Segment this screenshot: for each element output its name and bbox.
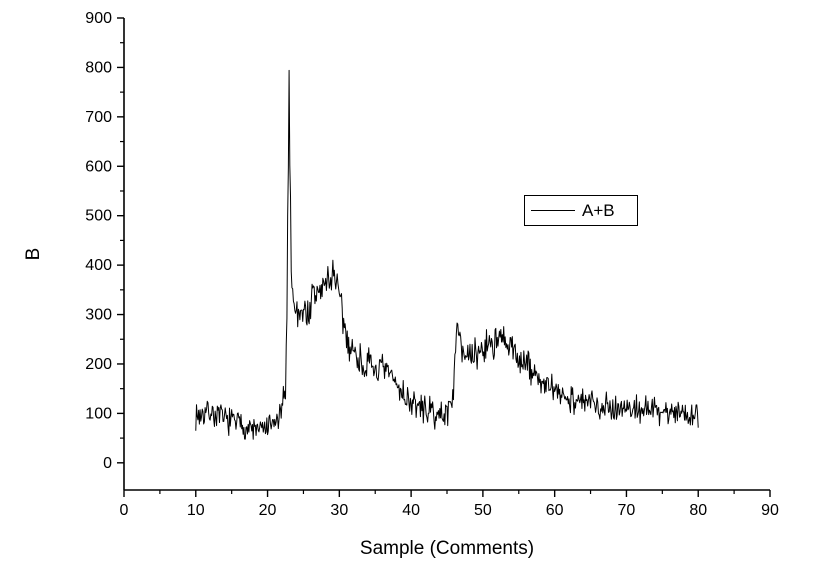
- x-tick-label: 80: [689, 502, 707, 519]
- x-axis-title: Sample (Comments): [359, 538, 535, 559]
- y-tick-label: 600: [85, 158, 112, 175]
- y-tick-label: 900: [85, 10, 112, 27]
- y-tick-label: 0: [103, 455, 112, 472]
- y-tick-label: 400: [85, 257, 112, 274]
- y-tick-label: 200: [85, 356, 112, 373]
- x-tick-label: 30: [330, 502, 348, 519]
- y-tick-label: 500: [85, 208, 112, 225]
- legend: A+B: [524, 195, 638, 226]
- x-tick-label: 0: [120, 502, 129, 519]
- x-tick-label: 90: [761, 502, 779, 519]
- x-tick-label: 20: [259, 502, 277, 519]
- y-tick-label: 100: [85, 405, 112, 422]
- x-tick-label: 10: [187, 502, 205, 519]
- y-tick-label: 300: [85, 307, 112, 324]
- y-tick-label: 800: [85, 59, 112, 76]
- x-tick-label: 40: [402, 502, 420, 519]
- y-axis-title: B: [23, 247, 44, 261]
- y-tick-label: 700: [85, 109, 112, 126]
- legend-label: A+B: [582, 200, 615, 220]
- x-tick-label: 70: [618, 502, 636, 519]
- series-line: [195, 69, 699, 440]
- x-tick-label: 60: [546, 502, 564, 519]
- legend-line-sample: [531, 210, 575, 211]
- x-tick-label: 50: [474, 502, 492, 519]
